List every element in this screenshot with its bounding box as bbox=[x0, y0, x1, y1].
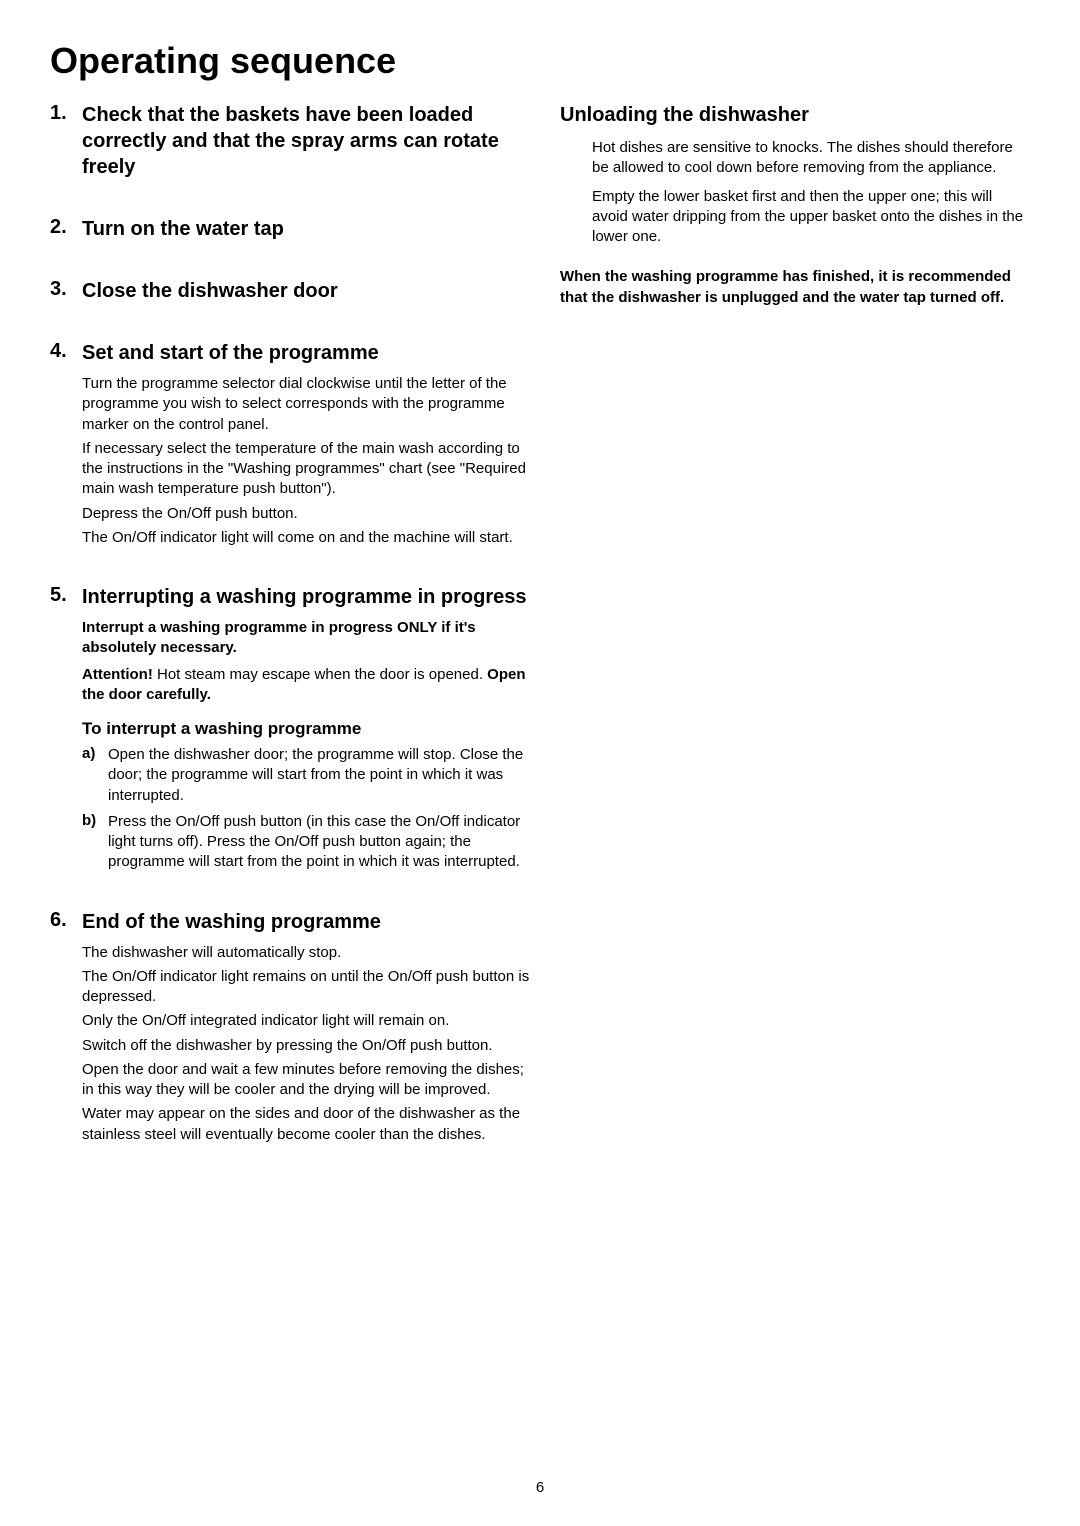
section-6-p1: The dishwasher will automatically stop. bbox=[82, 943, 530, 963]
section-5-item-a: a) Open the dishwasher door; the program… bbox=[82, 745, 530, 806]
unloading-p2: Empty the lower basket first and then th… bbox=[592, 187, 1030, 248]
item-a-marker: a) bbox=[82, 745, 108, 806]
section-6-p3: Only the On/Off integrated indicator lig… bbox=[82, 1011, 530, 1031]
unloading-title: Unloading the dishwasher bbox=[560, 102, 1030, 128]
section-2: 2. Turn on the water tap bbox=[50, 216, 530, 242]
section-4-p3: Depress the On/Off push button. bbox=[82, 504, 530, 524]
section-4: 4. Set and start of the programme Turn t… bbox=[50, 340, 530, 548]
section-6-p5: Open the door and wait a few minutes bef… bbox=[82, 1060, 530, 1101]
unloading-section: Unloading the dishwasher Hot dishes are … bbox=[560, 102, 1030, 247]
attention-text: Hot steam may escape when the door is op… bbox=[153, 666, 487, 683]
right-column: Unloading the dishwasher Hot dishes are … bbox=[560, 102, 1030, 1181]
section-2-title: Turn on the water tap bbox=[82, 216, 284, 242]
section-5-item-b: b) Press the On/Off push button (in this… bbox=[82, 812, 530, 873]
section-6-p4: Switch off the dishwasher by pressing th… bbox=[82, 1036, 530, 1056]
section-2-num: 2. bbox=[50, 216, 82, 239]
section-4-title: Set and start of the programme bbox=[82, 340, 379, 366]
section-6-p2: The On/Off indicator light remains on un… bbox=[82, 967, 530, 1008]
section-1-title: Check that the baskets have been loaded … bbox=[82, 102, 530, 180]
section-4-p1: Turn the programme selector dial clockwi… bbox=[82, 374, 530, 435]
section-3-num: 3. bbox=[50, 278, 82, 301]
section-3-title: Close the dishwasher door bbox=[82, 278, 338, 304]
section-5-attention: Attention! Hot steam may escape when the… bbox=[82, 665, 530, 706]
section-5-title: Interrupting a washing programme in prog… bbox=[82, 584, 527, 610]
section-4-p4: The On/Off indicator light will come on … bbox=[82, 528, 530, 548]
section-3: 3. Close the dishwasher door bbox=[50, 278, 530, 304]
page-number: 6 bbox=[0, 1479, 1080, 1496]
section-5-subhead: To interrupt a washing programme bbox=[82, 719, 530, 739]
page-title: Operating sequence bbox=[50, 40, 1030, 82]
section-6-num: 6. bbox=[50, 909, 82, 932]
content-columns: 1. Check that the baskets have been load… bbox=[50, 102, 1030, 1181]
item-b-marker: b) bbox=[82, 812, 108, 873]
attention-label: Attention! bbox=[82, 666, 153, 683]
item-a-text: Open the dishwasher door; the programme … bbox=[108, 745, 530, 806]
section-6-title: End of the washing programme bbox=[82, 909, 381, 935]
section-5: 5. Interrupting a washing programme in p… bbox=[50, 584, 530, 873]
section-5-warning: Interrupt a washing programme in progres… bbox=[82, 618, 530, 659]
section-4-p2: If necessary select the temperature of t… bbox=[82, 439, 530, 500]
section-6: 6. End of the washing programme The dish… bbox=[50, 909, 530, 1145]
section-1: 1. Check that the baskets have been load… bbox=[50, 102, 530, 180]
section-6-p6: Water may appear on the sides and door o… bbox=[82, 1104, 530, 1145]
unloading-p1: Hot dishes are sensitive to knocks. The … bbox=[592, 138, 1030, 179]
section-4-num: 4. bbox=[50, 340, 82, 363]
item-b-text: Press the On/Off push button (in this ca… bbox=[108, 812, 530, 873]
final-recommendation: When the washing programme has finished,… bbox=[560, 267, 1030, 308]
section-5-num: 5. bbox=[50, 584, 82, 607]
section-1-num: 1. bbox=[50, 102, 82, 125]
left-column: 1. Check that the baskets have been load… bbox=[50, 102, 530, 1181]
